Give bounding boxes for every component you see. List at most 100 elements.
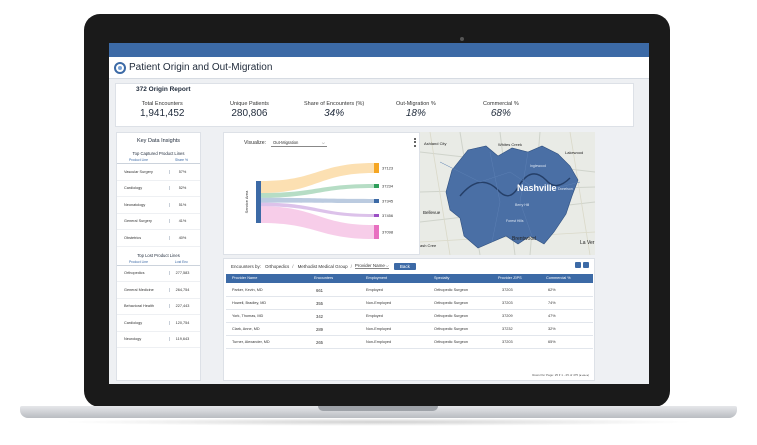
table-pagination[interactable]: Rows Per Page: 25 ▾ 1 - 25 of 475 |◂ ◂ ▸…: [532, 373, 589, 377]
kpi-label: Unique Patients: [230, 101, 269, 107]
lost-row[interactable]: Cardiology 120,754: [117, 315, 200, 332]
level-select[interactable]: Provider Name ⌵: [354, 263, 389, 269]
table-tools: [575, 262, 589, 268]
kpi-value: 280,806: [231, 108, 268, 119]
breadcrumb-methodist[interactable]: Methodist Medical Group: [297, 263, 348, 269]
cell-employment: Employed: [366, 288, 383, 292]
map-label-berry-hill: Berry Hill: [515, 203, 529, 207]
camera-icon: [460, 37, 464, 41]
title-bar: Patient Origin and Out-Migration: [109, 57, 649, 79]
insights-title: Key Data Insights: [136, 138, 181, 144]
sankey-target-node[interactable]: [374, 163, 379, 173]
cell-commercial: 47%: [548, 314, 556, 318]
table-row[interactable]: Turner, Alexander, MD 265 Non-Employed O…: [226, 336, 593, 349]
sankey-flow[interactable]: [261, 163, 374, 193]
more-options-icon[interactable]: [414, 138, 417, 148]
chevron-down-icon: ⌵: [385, 263, 389, 268]
visualize-select[interactable]: Out-Migration ⌵: [271, 139, 327, 147]
service-area-node[interactable]: [256, 181, 261, 223]
row-label: Neonatology: [124, 202, 146, 207]
cell-zip: 37203: [502, 301, 513, 305]
sankey-flow[interactable]: [261, 202, 374, 217]
row-value: 120,754: [169, 320, 191, 325]
map-label-lakewood: Lakewood: [565, 150, 583, 155]
cell-encounters: 342: [316, 313, 323, 319]
captured-row[interactable]: Obstetrics 40%: [117, 230, 200, 247]
app-logo-icon: [114, 61, 126, 74]
map-label-whites-creek: Whites Creek: [498, 142, 522, 147]
table-row[interactable]: York, Thomas, MD 342 Employed Orthopedic…: [226, 310, 593, 323]
sankey-target-label: 37345: [382, 199, 394, 204]
table-row[interactable]: Howell, Bradley, MD 355 Non-Employed Ort…: [226, 297, 593, 310]
map-label-brentwood: Brentwood: [512, 236, 536, 242]
key-data-insights-panel: Key Data Insights Top Captured Product L…: [116, 132, 201, 381]
lost-header: Product Line Lost Enc: [117, 260, 200, 266]
cell-provider: Howell, Bradley, MD: [232, 301, 267, 305]
col-commercial[interactable]: Commercial %: [546, 276, 571, 280]
col-encounters[interactable]: Encounters: [314, 276, 334, 280]
cell-commercial: 62%: [548, 288, 556, 292]
table-row[interactable]: Clark, Anne, MD 289 Non-Employed Orthope…: [226, 323, 593, 336]
captured-row[interactable]: Neonatology 51%: [117, 197, 200, 214]
cell-employment: Non-Employed: [366, 327, 392, 331]
cell-zip: 37203: [502, 288, 513, 292]
sankey-flow[interactable]: [261, 184, 374, 198]
sankey-flow[interactable]: [261, 197, 374, 203]
row-value: 40%: [169, 235, 191, 240]
row-label: Cardiology: [124, 186, 143, 191]
col-employment[interactable]: Employment: [366, 276, 388, 280]
cell-specialty: Orthopedic Surgeon: [434, 288, 468, 292]
sankey-target-label: 37456: [382, 213, 394, 218]
providers-table-panel: Encounters by: Orthopedics / Methodist M…: [223, 258, 595, 381]
service-area-region[interactable]: [445, 145, 579, 249]
col-provider-name[interactable]: Provider Name: [232, 276, 258, 280]
captured-row[interactable]: Vascular Surgery 57%: [117, 164, 200, 181]
row-value: 119,643: [169, 337, 191, 342]
lost-row[interactable]: Orthopedics 277,583: [117, 266, 200, 282]
lost-row[interactable]: General Medicine 264,754: [117, 282, 200, 299]
cell-encounters: 265: [316, 339, 323, 345]
app-top-bar: [109, 43, 649, 57]
download-icon[interactable]: [583, 262, 589, 268]
row-value: 264,754: [169, 287, 191, 292]
sankey-target-label: 37234: [382, 184, 394, 189]
sankey-chart: Service Area 37123 37234 37345 37456 37098: [244, 163, 394, 239]
map-label-inglewood: Inglewood: [530, 164, 546, 168]
sankey-target-node[interactable]: [374, 214, 379, 217]
cell-commercial: 74%: [548, 301, 556, 305]
row-value: 277,583: [169, 271, 191, 276]
row-label: Neurology: [124, 337, 142, 342]
cell-commercial: 32%: [548, 327, 556, 331]
sankey-target-node[interactable]: [374, 225, 379, 239]
back-button[interactable]: Back: [393, 262, 416, 270]
kpi-label: Share of Encounters (%): [304, 101, 365, 107]
map-panel[interactable]: Nashville Ashland City Whites Creek Lake…: [420, 132, 595, 255]
captured-row[interactable]: General Surgery 41%: [117, 214, 200, 230]
sankey-flow[interactable]: [261, 206, 374, 239]
captured-row[interactable]: Cardiology 52%: [117, 181, 200, 197]
filter-icon[interactable]: [575, 262, 581, 268]
breadcrumb-orthopedics[interactable]: Orthopedics: [265, 263, 290, 269]
cell-provider: York, Thomas, MD: [232, 314, 264, 318]
service-area-map[interactable]: Nashville Ashland City Whites Creek Lake…: [420, 132, 595, 255]
sankey-target-node[interactable]: [374, 184, 379, 188]
col-provider-zips[interactable]: Provider ZIPS: [498, 276, 522, 280]
row-value: 57%: [169, 169, 191, 174]
row-label: Obstetrics: [124, 235, 142, 240]
cell-zip: 37203: [502, 340, 513, 344]
row-label: Cardiology: [124, 320, 143, 325]
col-specialty[interactable]: Specialty: [434, 276, 450, 280]
table-row[interactable]: Parker, Kevin, MD 661 Employed Orthopedi…: [226, 284, 593, 297]
captured-col-value: Share %: [174, 158, 188, 162]
laptop-notch: [318, 406, 438, 411]
visualize-label: Visualize:: [244, 140, 267, 146]
visualize-panel: Service Area 37123 37234 37345 37456 37098 V…: [223, 132, 420, 255]
sankey-target-node[interactable]: [374, 199, 379, 203]
table-header: Provider Name Encounters Employment Spec…: [226, 274, 593, 283]
lost-row[interactable]: Behavioral Health 227,443: [117, 299, 200, 315]
cell-encounters: 661: [316, 287, 323, 293]
captured-title: Top Captured Product Lines: [132, 151, 185, 156]
cell-encounters: 289: [316, 326, 323, 332]
lost-row[interactable]: Neurology 119,643: [117, 332, 200, 348]
kpi-value: 34%: [324, 108, 345, 119]
